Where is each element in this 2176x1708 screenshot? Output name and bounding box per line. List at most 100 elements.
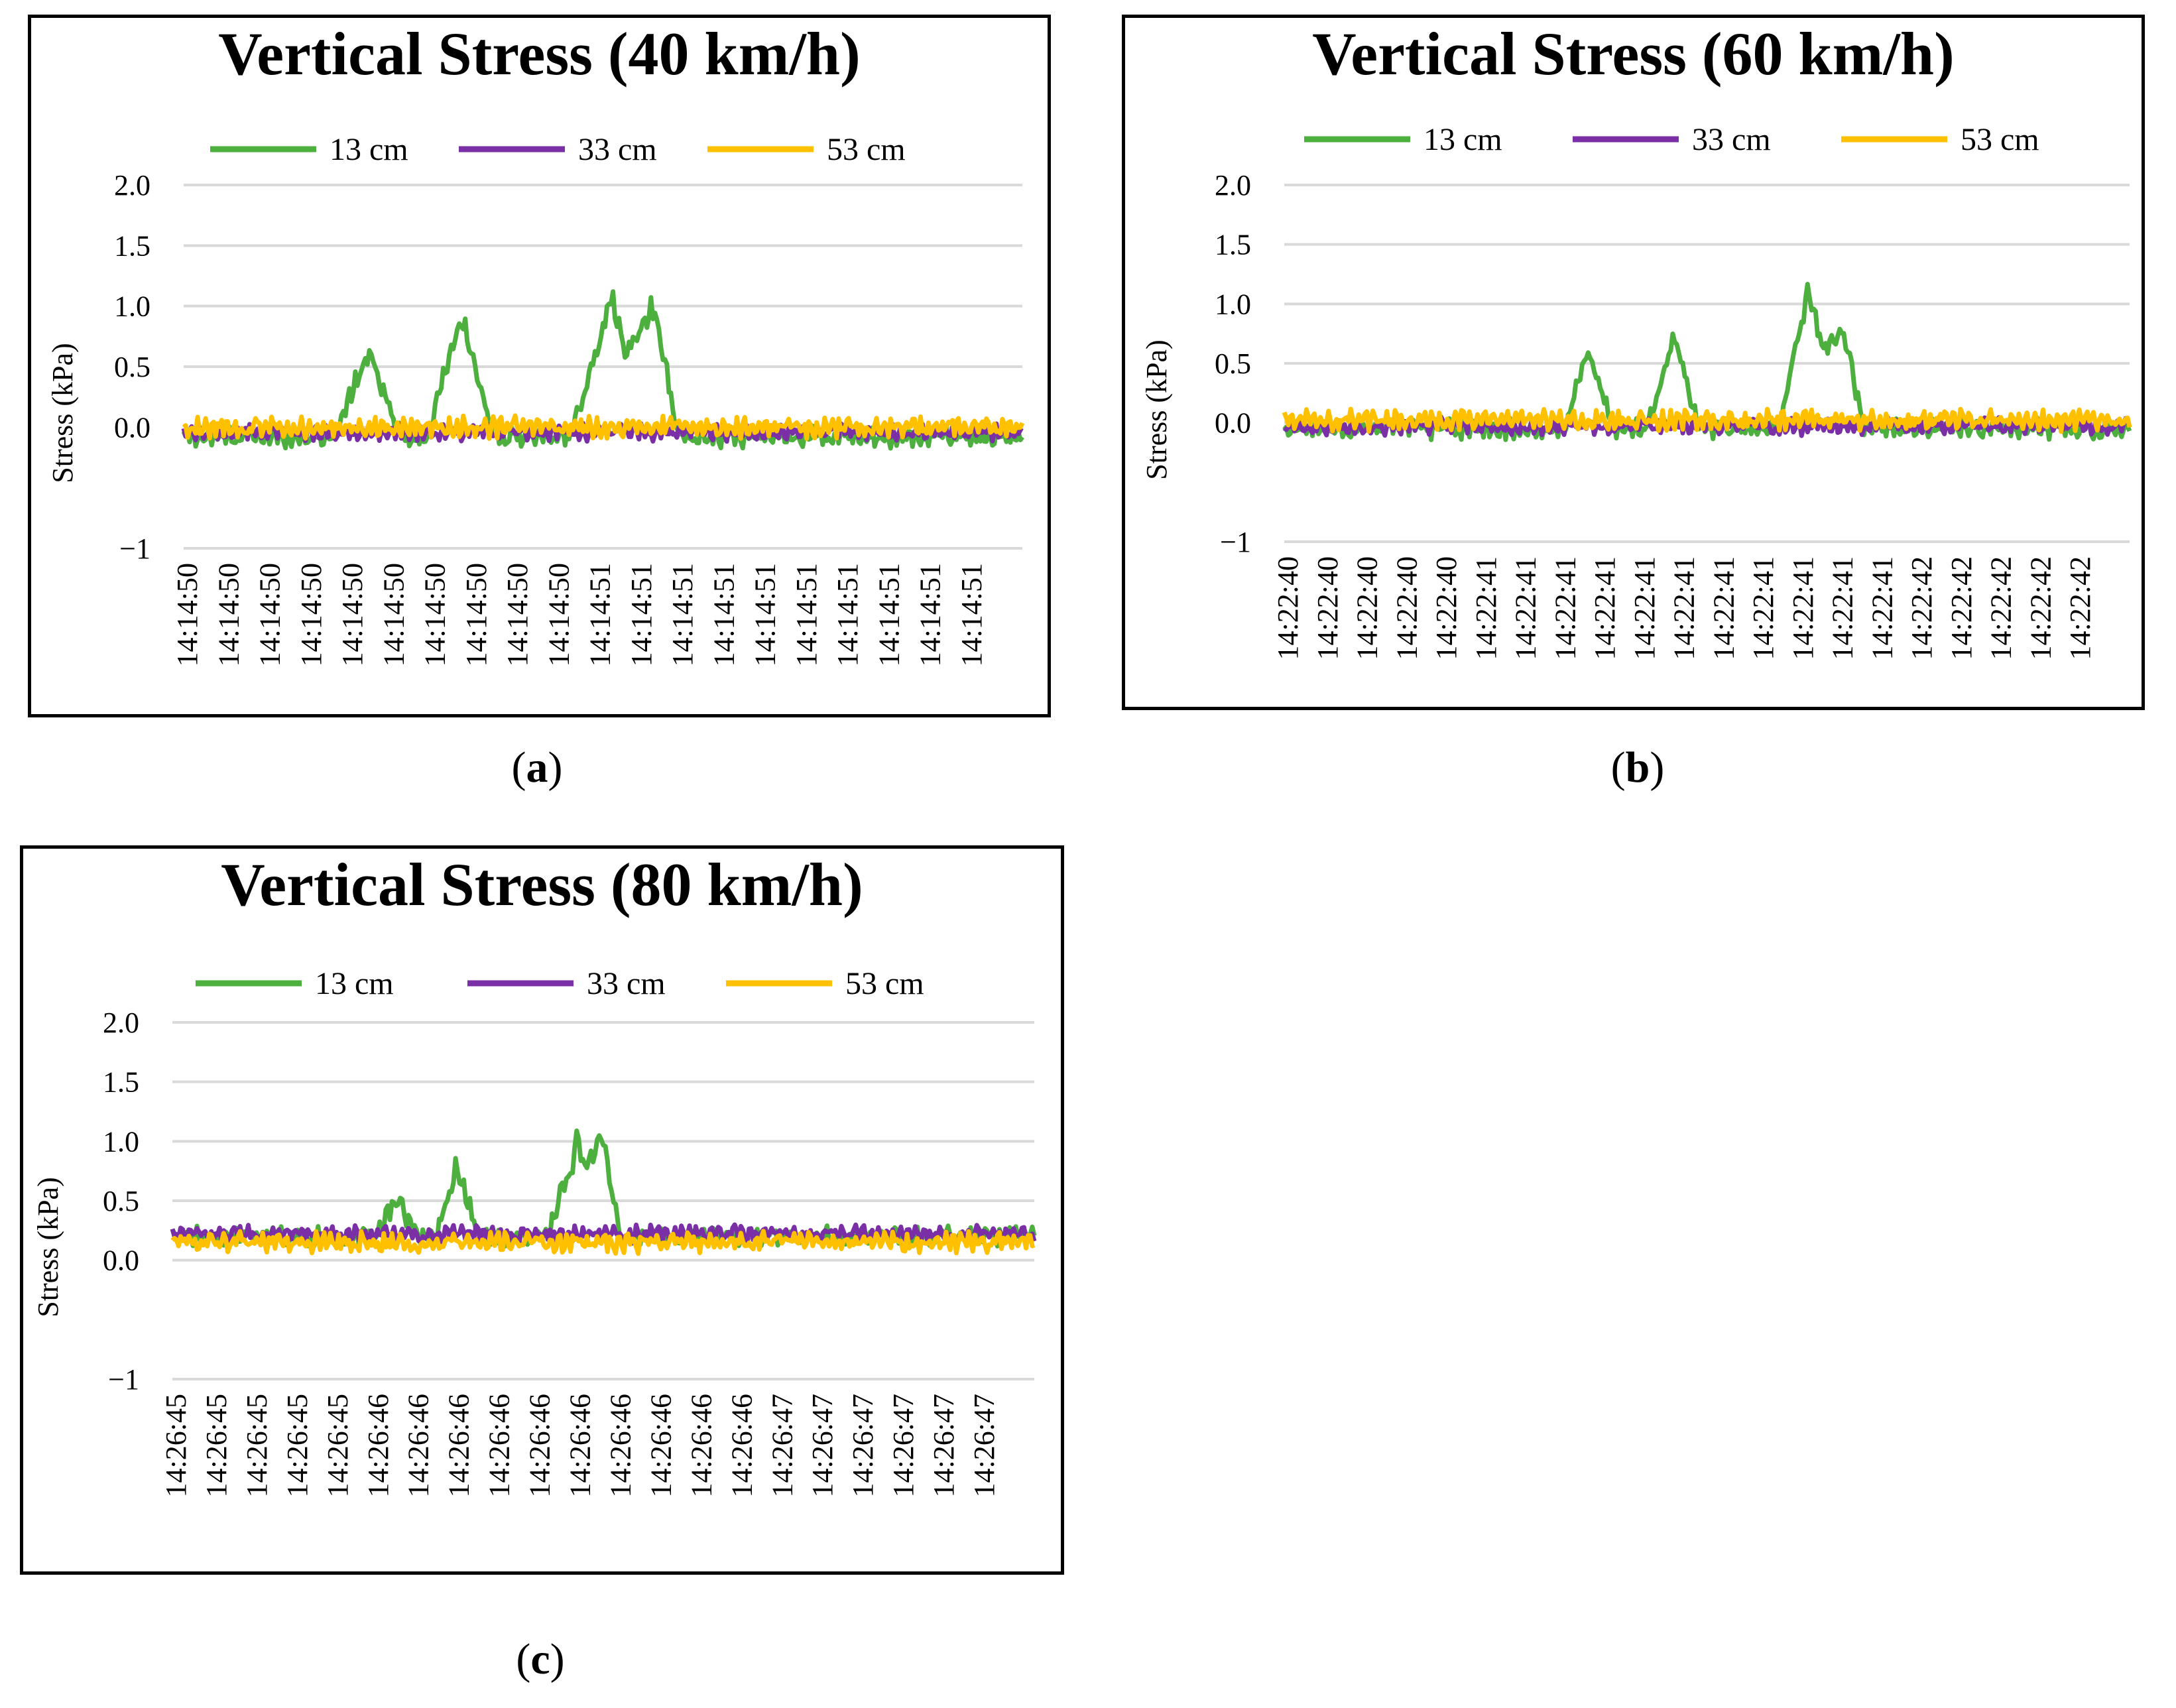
series-line-53cm [170, 1229, 1036, 1256]
x-tick-label: 14:14:51 [873, 563, 905, 666]
x-tick-label: 14:22:41 [1668, 556, 1701, 660]
x-tick-label: 14:14:51 [584, 563, 617, 666]
y-tick-label: 0.5 [114, 351, 151, 383]
x-tick-label: 14:26:46 [362, 1394, 394, 1497]
legend-label: 13 cm [1423, 122, 1502, 157]
chart-c-svg: Vertical Stress (80 km/h) 13 cm 33 cm 53 cm… [32, 851, 1037, 1497]
x-tick-label: 14:22:40 [1390, 556, 1423, 660]
y-tick-label: 1.5 [1215, 229, 1251, 261]
x-tick-label: 14:14:50 [336, 563, 369, 666]
x-tick-label: 14:22:42 [2064, 556, 2096, 660]
x-tick-label: 14:26:47 [847, 1394, 879, 1497]
x-tick-label: 14:22:41 [1747, 556, 1780, 660]
legend-label: 53 cm [845, 966, 924, 1001]
x-tick-label: 14:26:46 [604, 1394, 636, 1497]
y-tick-label: 0.5 [1215, 347, 1251, 380]
y-tick-label: 1.5 [103, 1066, 139, 1099]
x-tick-label: 14:14:51 [666, 563, 699, 666]
x-tick-label: 14:14:50 [542, 563, 575, 666]
x-tick-label: 14:26:47 [887, 1394, 920, 1497]
y-tick-label: 2.0 [1215, 169, 1251, 202]
y-tick-label: 1.0 [114, 290, 151, 323]
series-line-13cm [181, 289, 1024, 451]
chart-a-svg: Vertical Stress (40 km/h) 13 cm 33 cm 53 cm… [46, 20, 1025, 666]
y-axis-label: Stress (kPa) [46, 343, 79, 483]
chart-title: Vertical Stress (40 km/h) [218, 20, 860, 88]
x-tick-label: 14:26:47 [766, 1394, 798, 1497]
y-tick-label: 0.0 [1215, 407, 1251, 440]
x-tick-label: 14:14:51 [914, 563, 947, 666]
x-tick-label: 14:14:51 [831, 563, 864, 666]
y-tick-label: 0.5 [103, 1185, 139, 1217]
y-tick-label: −1 [108, 1363, 139, 1396]
x-tick-label: 14:26:46 [725, 1394, 758, 1497]
legend-label: 33 cm [1692, 122, 1771, 157]
x-tick-label: 14:26:46 [564, 1394, 597, 1497]
x-tick-label: 14:22:41 [1707, 556, 1740, 660]
x-tick-label: 14:22:40 [1311, 556, 1344, 660]
chart-panel-a: Vertical Stress (40 km/h) 13 cm 33 cm 53 cm… [28, 15, 1051, 717]
legend-label: 33 cm [587, 966, 666, 1001]
x-tick-label: 14:14:51 [625, 563, 658, 666]
y-tick-label: 1.0 [1215, 288, 1251, 320]
x-tick-label: 14:22:42 [1985, 556, 2018, 660]
x-tick-label: 14:26:46 [644, 1394, 677, 1497]
x-tick-label: 14:14:50 [419, 563, 452, 666]
legend-label: 13 cm [315, 966, 394, 1001]
x-tick-label: 14:26:46 [524, 1394, 556, 1497]
x-tick-label: 14:14:50 [501, 563, 534, 666]
x-tick-label: 14:26:45 [281, 1394, 314, 1497]
x-tick-label: 14:26:46 [685, 1394, 717, 1497]
x-tick-label: 14:14:51 [707, 563, 740, 666]
x-tick-label: 14:26:47 [928, 1394, 960, 1497]
series-line-53cm [182, 413, 1025, 441]
y-tick-label: 1.5 [114, 229, 151, 262]
y-tick-label: −1 [119, 532, 151, 565]
x-tick-label: 14:22:41 [1589, 556, 1621, 660]
x-tick-label: 14:26:45 [160, 1394, 192, 1497]
x-tick-label: 14:26:47 [806, 1394, 839, 1497]
x-tick-label: 14:14:50 [295, 563, 328, 666]
x-tick-label: 14:14:51 [955, 563, 988, 666]
legend-label: 53 cm [1961, 122, 2039, 157]
x-tick-label: 14:14:50 [171, 563, 204, 666]
legend-label: 53 cm [827, 132, 906, 167]
x-tick-label: 14:22:41 [1510, 556, 1542, 660]
x-tick-label: 14:14:51 [749, 563, 782, 666]
chart-panel-b: Vertical Stress (60 km/h) 13 cm 33 cm 53 cm… [1122, 15, 2145, 710]
x-tick-label: 14:22:41 [1866, 556, 1898, 660]
x-tick-label: 14:22:40 [1272, 556, 1304, 660]
x-tick-label: 14:22:42 [1945, 556, 1978, 660]
x-tick-label: 14:22:41 [1827, 556, 1859, 660]
y-tick-label: −1 [1220, 526, 1251, 558]
x-tick-label: 14:26:46 [483, 1394, 516, 1497]
caption-c: (c) [516, 1635, 565, 1683]
x-tick-label: 14:14:51 [790, 563, 823, 666]
x-tick-label: 14:26:45 [241, 1394, 273, 1497]
x-tick-label: 14:22:41 [1787, 556, 1819, 660]
x-tick-label: 14:14:50 [377, 563, 410, 666]
x-tick-label: 14:26:45 [322, 1394, 354, 1497]
y-tick-label: 0.0 [103, 1245, 139, 1277]
y-axis-label: Stress (kPa) [1140, 339, 1173, 479]
legend-label: 33 cm [578, 132, 657, 167]
x-tick-label: 14:14:50 [254, 563, 286, 666]
x-tick-label: 14:22:41 [1628, 556, 1661, 660]
series-line-53cm [1282, 406, 2132, 434]
x-tick-label: 14:22:42 [2024, 556, 2057, 660]
caption-b: (b) [1610, 743, 1665, 792]
chart-b-svg: Vertical Stress (60 km/h) 13 cm 33 cm 53 cm… [1140, 20, 2132, 660]
y-tick-label: 2.0 [114, 169, 151, 202]
x-tick-label: 14:14:50 [212, 563, 245, 666]
y-tick-label: 2.0 [103, 1006, 139, 1039]
x-tick-label: 14:26:46 [402, 1394, 435, 1497]
chart-title: Vertical Stress (80 km/h) [221, 851, 863, 918]
x-tick-label: 14:26:45 [200, 1394, 233, 1497]
y-axis-label: Stress (kPa) [32, 1177, 64, 1317]
x-tick-label: 14:14:50 [460, 563, 493, 666]
x-tick-label: 14:26:46 [443, 1394, 475, 1497]
chart-title: Vertical Stress (60 km/h) [1312, 20, 1954, 88]
x-tick-label: 14:22:41 [1470, 556, 1502, 660]
caption-a: (a) [511, 743, 563, 792]
y-tick-label: 0.0 [114, 411, 151, 444]
